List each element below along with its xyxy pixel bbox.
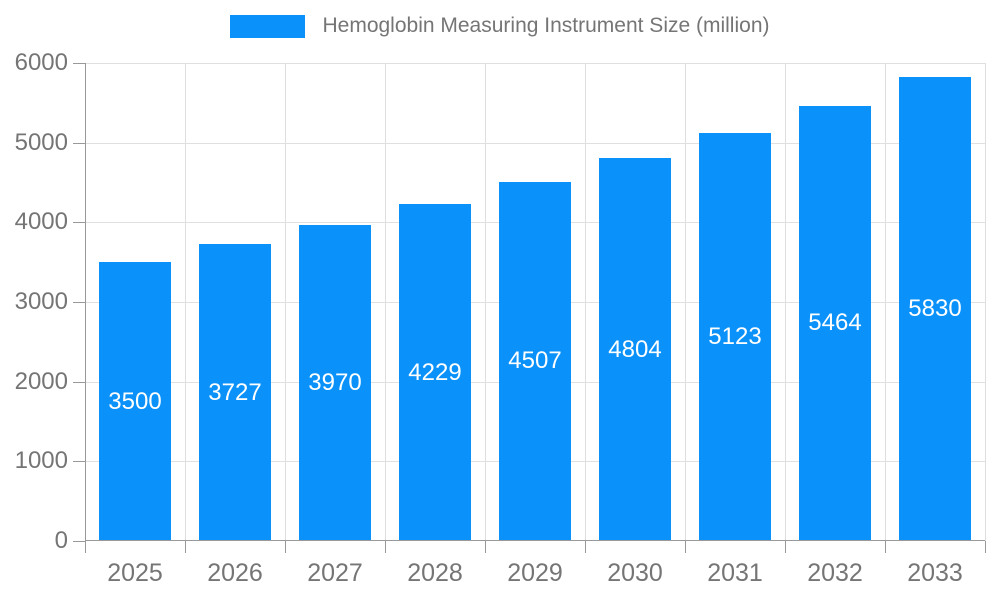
x-axis-label: 2031 [707,559,763,587]
x-axis-label: 2025 [107,559,163,587]
plot-area: 0 1000 2000 3000 4000 5000 6000 3500 2025 3727 202… [15,51,986,586]
bar[interactable]: 4804 [599,158,671,541]
x-gridline [485,63,486,541]
x-tick [885,541,886,553]
bar-value-label: 5123 [708,322,762,350]
x-gridline [885,63,886,541]
bar-value-label: 3500 [108,387,162,415]
x-axis-label: 2030 [607,559,663,587]
y-tick [73,222,85,224]
x-gridline [185,63,186,541]
x-gridline [585,63,586,541]
x-tick [185,541,186,553]
x-tick [385,541,386,553]
y-axis-label: 2000 [14,367,68,395]
x-gridline [985,63,986,541]
x-tick [485,541,486,553]
bar[interactable]: 4507 [499,181,571,541]
bar[interactable]: 3500 [99,262,171,541]
y-tick [73,142,85,144]
y-axis-label: 5000 [14,128,68,156]
y-tick [73,461,85,463]
x-gridline [285,63,286,541]
x-tick [985,541,986,553]
x-tick [785,541,786,553]
x-axis-label: 2026 [207,559,263,587]
legend[interactable]: Hemoglobin Measuring Instrument Size (mi… [0,14,1000,38]
y-tick [73,381,85,383]
x-gridline [385,63,386,541]
x-gridline [785,63,786,541]
bar-value-label: 4507 [508,347,562,375]
x-axis-label: 2028 [407,559,463,587]
bar-value-label: 4804 [608,335,662,363]
legend-label: Hemoglobin Measuring Instrument Size (mi… [322,14,770,37]
x-axis-label: 2033 [907,559,963,587]
x-tick [585,541,586,553]
y-axis-label: 6000 [14,49,68,76]
bar-value-label: 5464 [808,309,862,337]
y-axis-line [85,63,86,541]
bar[interactable]: 4229 [399,204,471,541]
x-tick [685,541,686,553]
bar[interactable]: 5830 [899,76,971,541]
x-gridline [685,63,686,541]
bar-value-label: 5830 [908,294,962,322]
y-axis-label: 1000 [14,447,68,475]
y-tick [73,63,85,64]
bar[interactable]: 3970 [299,224,371,541]
x-axis-line [85,540,985,541]
y-axis-label: 3000 [14,288,68,315]
y-gridline [85,63,985,64]
x-tick [285,541,286,553]
y-tick [73,302,85,303]
bar-value-label: 3970 [308,368,362,396]
x-axis-label: 2032 [807,559,863,587]
bar[interactable]: 3727 [199,244,271,541]
x-axis-label: 2029 [507,559,563,587]
x-tick [85,541,86,553]
bar[interactable]: 5123 [699,132,771,541]
bar-value-label: 3727 [208,378,262,406]
y-axis-label: 4000 [14,208,68,236]
bar[interactable]: 5464 [799,105,871,541]
x-axis-label: 2027 [307,559,363,587]
legend-swatch [230,14,306,38]
y-axis-label: 0 [54,527,68,554]
y-gridline [85,142,985,144]
bar-value-label: 4229 [408,358,462,386]
y-tick [73,541,85,542]
